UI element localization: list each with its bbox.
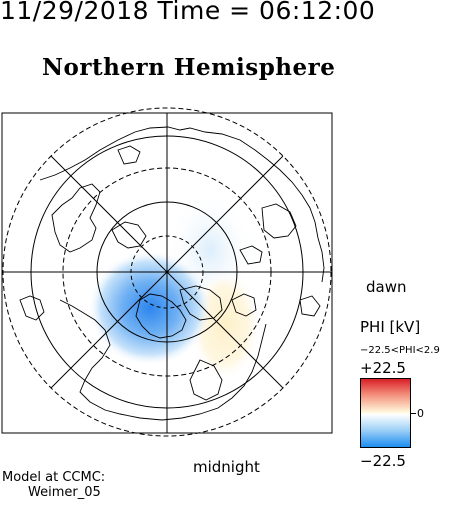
- legend-quantity-label: PHI [kV]: [360, 318, 421, 336]
- meridian-grid: [2, 113, 332, 433]
- model-credit-line2: Weimer_05: [28, 485, 101, 500]
- colorbar-zero-tick: [411, 413, 416, 414]
- model-credit-line1: Model at CCMC:: [2, 470, 106, 485]
- colorbar-zero-label: 0: [417, 407, 424, 420]
- negative-cell: [88, 250, 212, 366]
- dawn-label: dawn: [366, 278, 407, 296]
- midnight-label: midnight: [193, 458, 260, 476]
- timestamp: 11/29/2018 Time = 06:12:00: [0, 0, 376, 25]
- legend-range-text: −22.5<PHI<2.9: [360, 345, 440, 356]
- colorbar: [360, 378, 411, 448]
- hemisphere-title: Northern Hemisphere: [42, 54, 336, 81]
- colorbar-min-label: −22.5: [360, 452, 406, 470]
- potential-pattern: [88, 190, 260, 380]
- colorbar-max-label: +22.5: [360, 359, 406, 377]
